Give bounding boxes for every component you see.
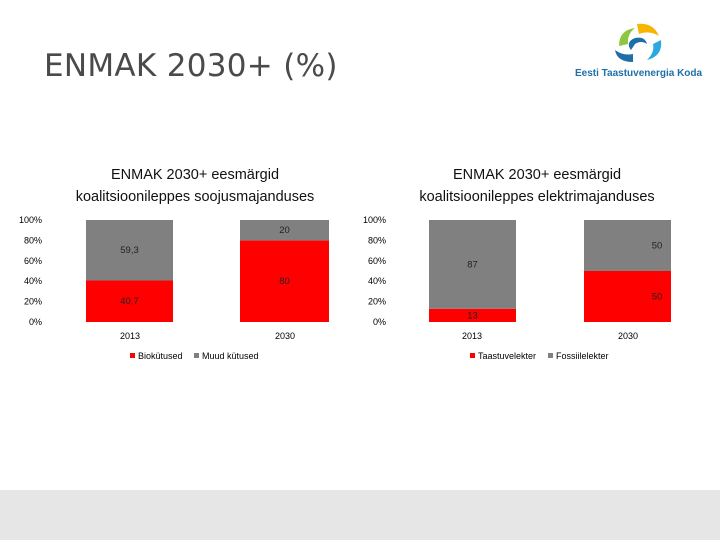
- logo: Eesti Taastuvenergia Koda: [575, 16, 703, 88]
- y-tick-label: 80%: [368, 235, 386, 245]
- legend-swatch: [548, 353, 553, 358]
- y-tick-label: 60%: [368, 256, 386, 266]
- bar-segment: [240, 220, 329, 241]
- data-label: 80: [279, 276, 290, 287]
- bar-segment: [584, 220, 671, 271]
- bar-segment: [240, 240, 329, 322]
- bottom-band: [0, 490, 720, 540]
- bar-segment: [86, 220, 173, 281]
- y-tick-label: 100%: [363, 215, 386, 225]
- chart-title-electricity: ENMAK 2030+ eesmärgid koalitsioonileppes…: [382, 164, 692, 208]
- chart-title-line: koalitsioonileppes soojusmajanduses: [75, 189, 315, 205]
- data-label: 20: [279, 225, 290, 236]
- y-tick-label: 40%: [24, 276, 42, 286]
- slide-title: ENMAK 2030+ (%): [44, 48, 338, 84]
- legend-swatch: [130, 353, 135, 358]
- data-label: 40,7: [120, 296, 139, 307]
- chart-title-line: koalitsioonileppes elektrimajanduses: [419, 189, 655, 205]
- data-label: 59,3: [120, 245, 139, 256]
- logo-text: Eesti Taastuvenergia Koda: [575, 68, 703, 79]
- y-tick-label: 40%: [368, 276, 386, 286]
- chart-title-heat: ENMAK 2030+ eesmärgid koalitsioonileppes…: [40, 164, 350, 208]
- y-tick-label: 20%: [368, 297, 386, 307]
- y-tick-label: 20%: [24, 297, 42, 307]
- legend-label: Muud kütused: [202, 351, 259, 361]
- data-label: 87: [467, 259, 478, 270]
- bar-segment: [584, 271, 671, 322]
- logo-mark-icon: [615, 23, 662, 62]
- legend-label: Fossiilelekter: [556, 351, 609, 361]
- y-tick-label: 80%: [24, 235, 42, 245]
- bar-segment: [429, 220, 516, 309]
- data-label: 50: [652, 241, 663, 252]
- legend-label: Biokütused: [138, 351, 183, 361]
- x-tick-label: 2030: [275, 331, 295, 341]
- y-tick-label: 0%: [29, 317, 42, 327]
- y-tick-label: 60%: [24, 256, 42, 266]
- data-label: 13: [467, 310, 478, 321]
- bar-segment: [429, 308, 516, 322]
- x-tick-label: 2013: [462, 331, 482, 341]
- legend-label: Taastuvelekter: [478, 351, 536, 361]
- x-tick-label: 2013: [120, 331, 140, 341]
- bar-segment: [86, 280, 173, 322]
- y-tick-label: 100%: [19, 215, 42, 225]
- data-label: 50: [652, 292, 663, 303]
- chart-title-line: ENMAK 2030+ eesmärgid: [452, 167, 622, 183]
- legend-swatch: [194, 353, 199, 358]
- chart-title-line: ENMAK 2030+ eesmärgid: [110, 167, 280, 183]
- legend-swatch: [470, 353, 475, 358]
- y-tick-label: 0%: [373, 317, 386, 327]
- x-tick-label: 2030: [618, 331, 638, 341]
